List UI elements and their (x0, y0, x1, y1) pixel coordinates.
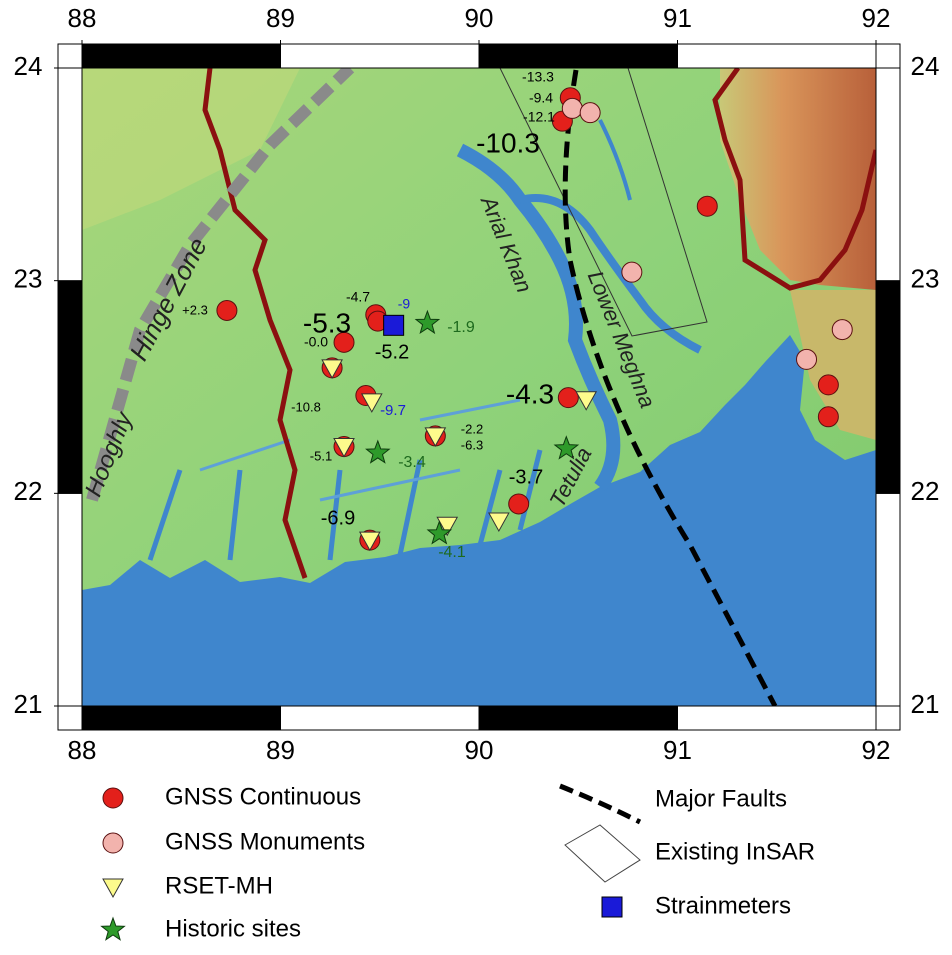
legend-label: Strainmeters (655, 892, 791, 919)
x-tick-label: 88 (68, 735, 97, 765)
x-tick-label: 90 (465, 735, 494, 765)
rate-label: -12.1 (523, 109, 555, 125)
y-tick-label: 23 (14, 264, 43, 294)
y-tick-label: 23 (911, 264, 940, 294)
gnss-continuous (697, 196, 717, 216)
legend-label: Historic sites (165, 915, 301, 942)
rate-label: -2.2 (461, 421, 483, 436)
y-tick-label: 24 (911, 51, 940, 81)
y-tick-label: 21 (911, 689, 940, 719)
strainmeter (384, 315, 404, 335)
gnss-continuous (217, 300, 237, 320)
frame-bar (58, 493, 82, 706)
x-tick-label: 91 (663, 735, 692, 765)
y-tick-label: 24 (14, 51, 43, 81)
frame-bar (678, 706, 877, 730)
frame-bar (479, 706, 678, 730)
frame-bar (58, 68, 82, 281)
rate-label: -3.4 (398, 454, 426, 471)
y-tick-label: 22 (14, 476, 43, 506)
legend-label: Existing InSAR (655, 838, 815, 865)
rate-label: +2.3 (182, 302, 208, 317)
frame-bar (82, 44, 281, 68)
rate-label: -4.7 (346, 289, 370, 305)
frame-bar (281, 706, 480, 730)
rate-label: -13.3 (522, 69, 554, 85)
gnss-continuous (818, 375, 838, 395)
fault-icon (560, 786, 640, 822)
gnss-continuous (509, 494, 529, 514)
frame-bar (678, 44, 877, 68)
frame-bar (876, 281, 900, 494)
frame-bar (479, 44, 678, 68)
rset-mh (103, 879, 123, 897)
rate-label: -10.8 (291, 399, 321, 414)
gnss-continuous (558, 388, 578, 408)
rate-label: -3.7 (509, 466, 543, 488)
frame-bar (82, 706, 281, 730)
basemap (82, 68, 876, 706)
insar-icon (565, 825, 640, 882)
legend-label: GNSS Continuous (165, 783, 361, 810)
rate-label: -10.3 (476, 127, 540, 158)
gnss-monument (622, 262, 642, 282)
x-tick-label: 89 (266, 735, 295, 765)
gnss-monument (580, 103, 600, 123)
x-tick-label: 90 (465, 3, 494, 33)
rate-label: -6.9 (321, 507, 355, 529)
rate-label: -5.1 (310, 448, 332, 463)
legend-label: RSET-MH (165, 872, 273, 899)
x-tick-label: 92 (862, 3, 891, 33)
strainmeter (602, 897, 622, 917)
historic-site (102, 918, 125, 940)
rate-label: -0.0 (304, 334, 328, 350)
y-tick-label: 22 (911, 476, 940, 506)
rate-label: -1.9 (447, 319, 475, 336)
gnss-continuous (103, 788, 123, 808)
rate-label: -6.3 (461, 437, 483, 452)
gnss-continuous (818, 407, 838, 427)
frame-bar (876, 493, 900, 706)
gnss-monument (562, 98, 582, 118)
x-tick-label: 88 (68, 3, 97, 33)
gnss-monument (797, 349, 817, 369)
gnss-monument (832, 320, 852, 340)
frame-bar (281, 44, 480, 68)
rate-label: -9 (398, 296, 411, 312)
x-tick-label: 89 (266, 3, 295, 33)
gnss-monument (103, 833, 123, 853)
rate-label: -9.4 (529, 90, 553, 106)
y-tick-label: 21 (14, 689, 43, 719)
rate-label: -9.7 (380, 402, 406, 419)
legend-label: Major Faults (655, 785, 787, 812)
x-tick-label: 92 (862, 735, 891, 765)
legend: GNSS Continuous GNSS Monuments RSET-MH Hist… (102, 783, 815, 942)
rate-label: -4.1 (438, 544, 466, 561)
frame-bar (876, 68, 900, 281)
frame-bar (58, 281, 82, 494)
rate-label: -5.2 (375, 341, 409, 363)
legend-label: GNSS Monuments (165, 828, 365, 855)
map-figure: 88 88 89 89 90 90 91 91 92 92 21 21 22 22 23 23 24 24 GNS… (0, 0, 952, 955)
rate-label: -4.3 (506, 378, 554, 409)
x-tick-label: 91 (663, 3, 692, 33)
